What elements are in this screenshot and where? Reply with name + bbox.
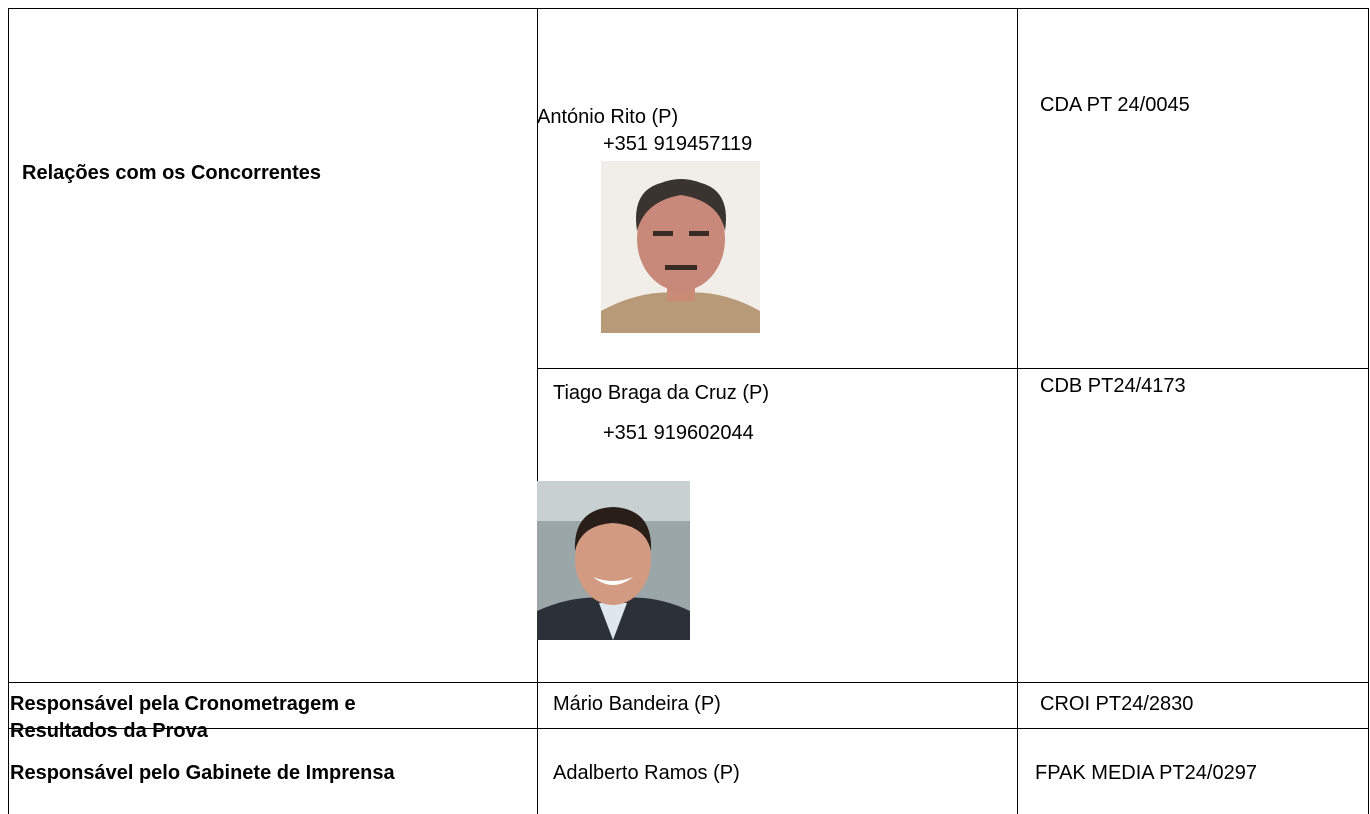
table-border	[8, 8, 1369, 9]
table-border	[537, 368, 1369, 369]
person-photo	[601, 161, 760, 333]
person-name: António Rito (P)	[537, 106, 679, 128]
person-name: Mário Bandeira (P)	[553, 693, 721, 715]
license: CDB PT24/4173	[1040, 375, 1186, 397]
table-border	[8, 682, 1369, 683]
table-border	[1017, 8, 1018, 814]
table-border	[1368, 8, 1369, 814]
license: FPAK MEDIA PT24/0297	[1035, 762, 1257, 784]
role-label: Responsável pela Cronometragem e	[10, 693, 356, 715]
role-label: Resultados da Prova	[10, 720, 208, 742]
person-name: Tiago Braga da Cruz (P)	[553, 382, 770, 404]
person-phone: +351 919602044	[603, 422, 754, 444]
person-phone: +351 919457119	[603, 133, 753, 155]
person-photo	[537, 481, 690, 640]
table-border	[537, 8, 538, 814]
table-border	[8, 8, 9, 814]
license: CDA PT 24/0045	[1040, 94, 1190, 116]
table-border	[8, 728, 1369, 729]
role-label: Relações com os Concorrentes	[22, 162, 321, 184]
license: CROI PT24/2830	[1040, 693, 1194, 715]
role-label: Responsável pelo Gabinete de Imprensa	[10, 762, 395, 784]
person-name: Adalberto Ramos (P)	[553, 762, 740, 784]
